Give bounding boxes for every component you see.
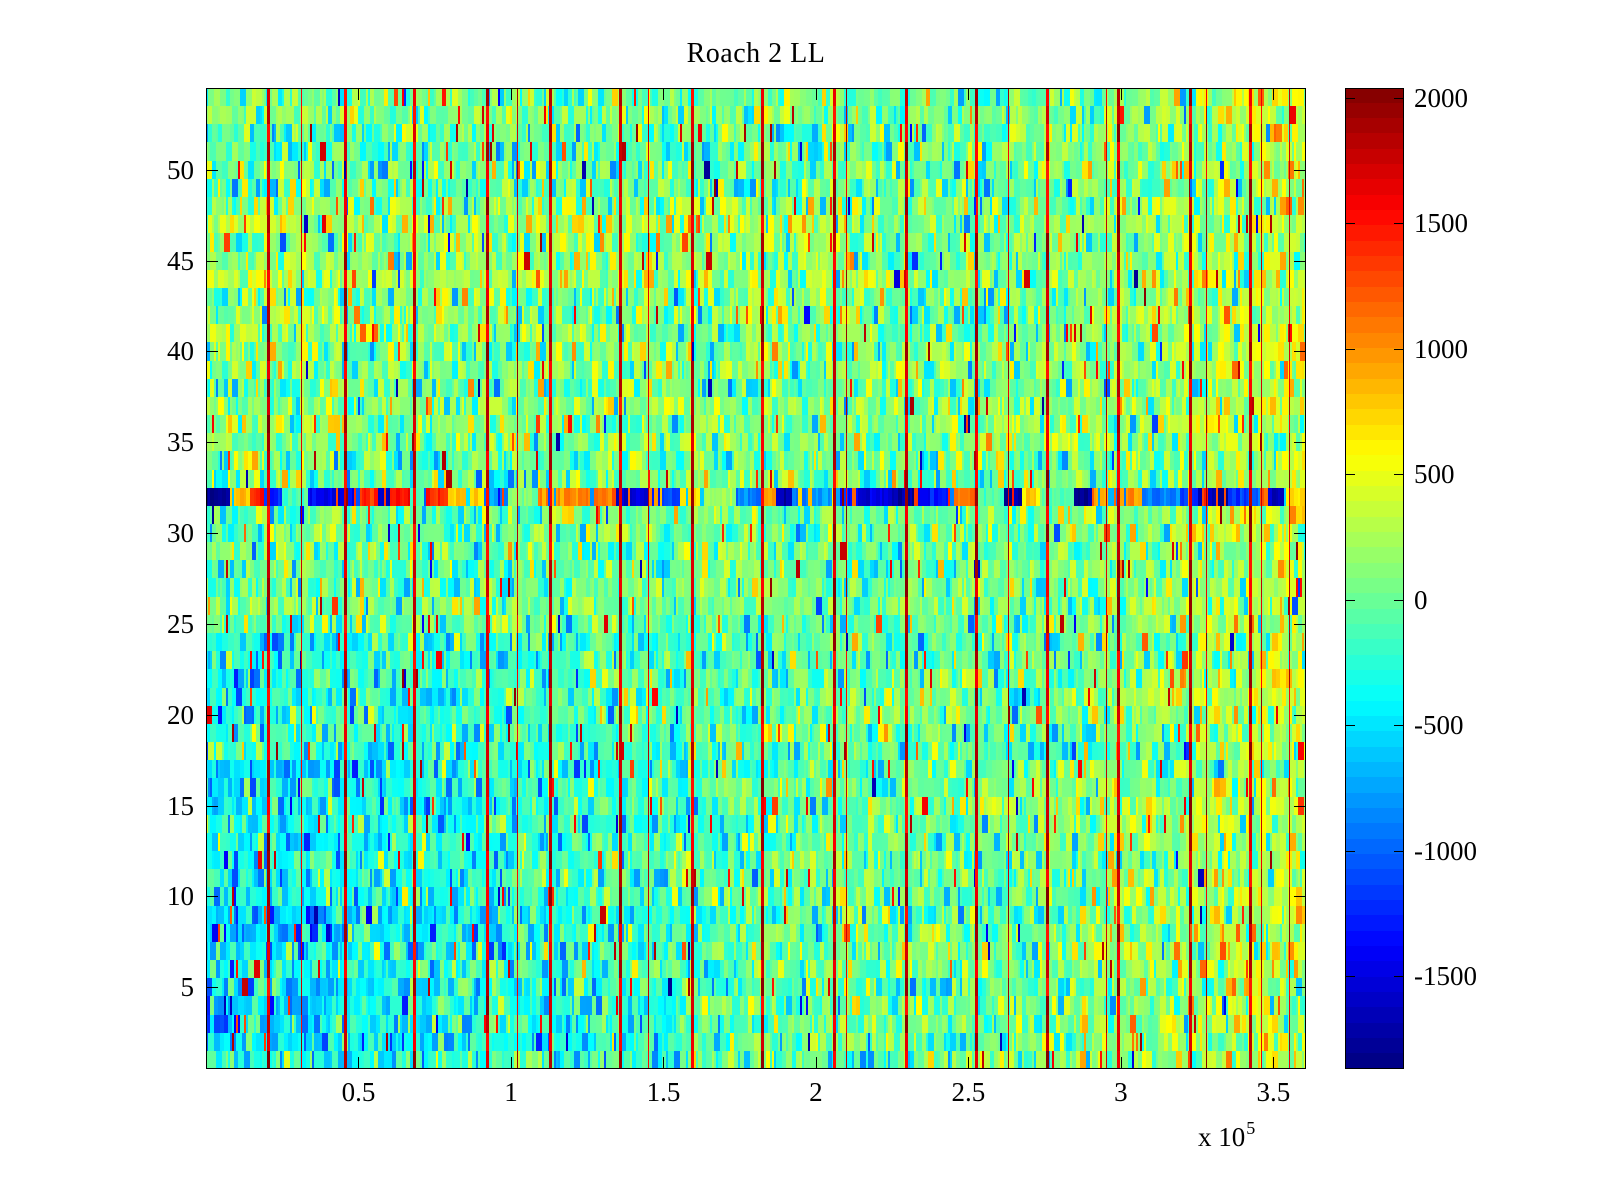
heatmap-canvas [206, 88, 1306, 1069]
y-tick-label: 25 [167, 608, 194, 639]
colorbar-tick-label: -1000 [1414, 835, 1477, 866]
y-tick-label: 45 [167, 245, 194, 276]
colorbar-tick-label: 2000 [1414, 83, 1468, 114]
y-tick-label: 10 [167, 881, 194, 912]
x-tick-label: 1.5 [646, 1077, 681, 1107]
x-axis-multiplier: x 105 [1198, 1118, 1256, 1152]
y-tick-label: 15 [167, 790, 194, 821]
colorbar-tick-label: 1500 [1414, 208, 1468, 239]
colorbar-canvas [1345, 88, 1404, 1069]
colorbar-tick-label: 1000 [1414, 333, 1468, 364]
x-tick-label: 2 [809, 1077, 823, 1107]
x-tick-label: 3 [1114, 1077, 1128, 1107]
y-tick-label: 20 [167, 699, 194, 730]
x-tick-label: 1 [504, 1077, 518, 1107]
colorbar-tick-label: 0 [1414, 584, 1428, 615]
colorbar-tick-label: 500 [1414, 459, 1455, 490]
x-tick-label: 0.5 [341, 1077, 376, 1107]
x-tick-label: 2.5 [951, 1077, 986, 1107]
x-axis-multiplier-exponent: 5 [1246, 1118, 1256, 1138]
colorbar-tick-label: -500 [1414, 710, 1464, 741]
x-tick-label: 3.5 [1256, 1077, 1291, 1107]
y-tick-label: 40 [167, 336, 194, 367]
chart-title: Roach 2 LL [686, 38, 826, 69]
y-tick-label: 35 [167, 427, 194, 458]
colorbar-tick-label: -1500 [1414, 961, 1477, 992]
y-tick-label: 50 [167, 154, 194, 185]
y-tick-label: 30 [167, 518, 194, 549]
y-tick-label: 5 [180, 972, 195, 1003]
